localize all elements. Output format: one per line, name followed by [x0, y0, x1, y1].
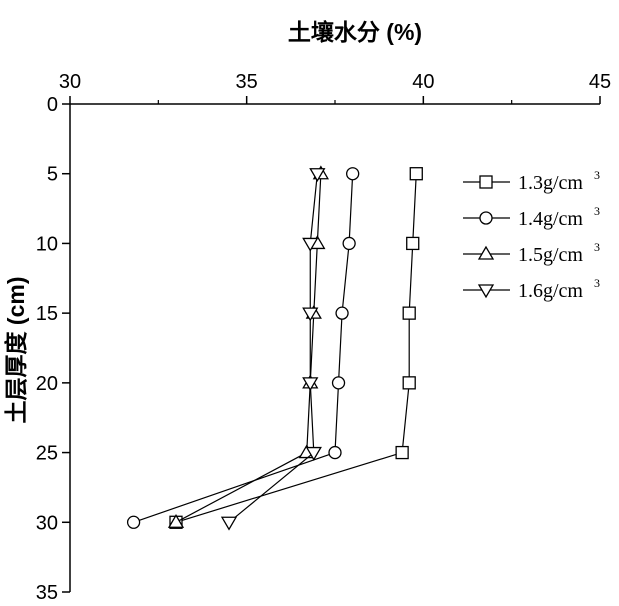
data-point-circle [328, 445, 342, 460]
x-ticks: 30 35 40 45 [59, 71, 611, 104]
x-tick-label: 45 [589, 71, 611, 93]
y-tick-label: 5 [47, 164, 58, 186]
data-point-square [406, 236, 420, 251]
legend-marker-triangle-down [477, 284, 495, 299]
data-point-circle [126, 515, 141, 529]
data-point-square [402, 306, 416, 320]
legend-marker-circle [479, 211, 493, 225]
data-point-triangle-down [302, 377, 319, 392]
data-point-triangle-down [302, 237, 319, 252]
legend-marker-triangle-up [477, 245, 495, 260]
data-point-circle [342, 236, 356, 251]
data-point-triangle-down [302, 307, 319, 322]
y-tick-label: 35 [36, 582, 58, 604]
legend-item: 1.5g/cm 3 [463, 240, 600, 266]
legend-label-superscript: 3 [594, 204, 600, 218]
y-tick-label: 10 [36, 233, 58, 255]
x-tick-label: 30 [59, 71, 81, 93]
y-tick-label: 30 [36, 512, 58, 534]
legend-item: 1.4g/cm 3 [463, 204, 600, 230]
data-point-circle [335, 306, 349, 320]
legend-item: 1.6g/cm 3 [463, 276, 600, 302]
legend-item: 1.3g/cm 3 [463, 168, 600, 194]
data-point-circle [331, 376, 346, 390]
series-line [175, 173, 417, 523]
legend-label-superscript: 3 [594, 168, 600, 182]
legend-label: 1.6g/cm [518, 280, 583, 302]
series-line [175, 173, 322, 523]
x-tick-label: 35 [236, 71, 258, 93]
series-line [133, 173, 354, 523]
x-axis-title: 土壤水分 (%) [288, 19, 422, 45]
y-tick-label: 20 [36, 373, 58, 395]
y-tick-label: 25 [36, 443, 58, 465]
legend: 1.3g/cm 3 1.4g/cm 3 1.5g/cm 3 1.6g/cm 3 [463, 168, 600, 302]
series-circle [126, 167, 360, 529]
series-triangle-up [167, 165, 329, 528]
data-point-triangle-down [220, 516, 238, 531]
y-axis-title: 土层厚度 (cm) [3, 277, 29, 424]
legend-label: 1.5g/cm [518, 244, 583, 266]
data-point-square [395, 445, 409, 460]
legend-label: 1.3g/cm [518, 172, 583, 194]
legend-label-superscript: 3 [594, 276, 600, 290]
data-point-triangle-down [305, 446, 322, 461]
series-square [169, 167, 423, 529]
legend-marker-square [479, 175, 493, 189]
data-point-square [409, 167, 423, 181]
data-point-circle [346, 167, 360, 181]
y-ticks: 0 5 10 15 20 25 30 35 [36, 94, 70, 604]
data-point-triangle-up [167, 513, 185, 528]
legend-label-superscript: 3 [594, 240, 600, 254]
data-point-triangle-down [309, 168, 326, 183]
series-layer [126, 165, 423, 531]
y-tick-label: 15 [36, 303, 58, 325]
data-point-square [402, 376, 416, 390]
y-tick-label: 0 [47, 94, 58, 116]
series-line [228, 173, 318, 523]
legend-label: 1.4g/cm [518, 208, 583, 230]
x-tick-label: 40 [412, 71, 434, 93]
series-triangle-down [220, 168, 326, 531]
